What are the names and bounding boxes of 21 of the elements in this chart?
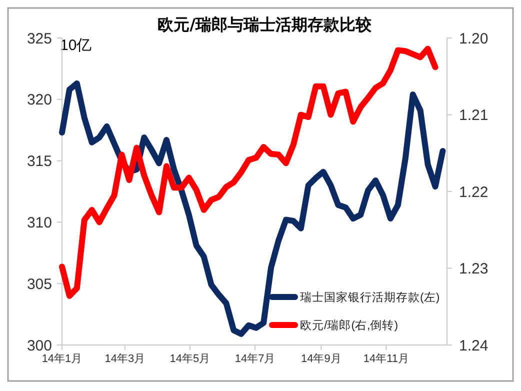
x-tick-label: 14年7月 xyxy=(234,353,276,365)
y-tick-label: 320 xyxy=(26,92,52,109)
y-tick-label: 300 xyxy=(26,337,52,354)
legend-label: 欧元/瑞郎(右,倒转) xyxy=(300,318,398,332)
legend-label: 瑞士国家银行活期存款(左) xyxy=(300,290,440,304)
y-tick-label: 310 xyxy=(26,214,52,232)
x-tick-label: 14年11月 xyxy=(363,353,410,365)
y-axis-title: 10亿 xyxy=(60,37,92,54)
x-tick-label: 14年1月 xyxy=(42,353,82,365)
x-tick-label: 14年5月 xyxy=(170,353,210,365)
y2-tick-label: 1.22 xyxy=(459,184,488,201)
x-tick-label: 14年9月 xyxy=(300,353,342,365)
y2-tick-label: 1.21 xyxy=(459,107,488,124)
y-tick-label: 325 xyxy=(26,30,52,48)
x-tick-label: 14年3月 xyxy=(104,353,146,365)
y2-tick-label: 1.23 xyxy=(459,260,488,278)
chart-title: 欧元/瑞郎与瑞士活期存款比较 xyxy=(158,15,372,34)
y2-tick-label: 1.24 xyxy=(459,337,488,354)
y-tick-label: 315 xyxy=(26,153,52,170)
y2-tick-label: 1.20 xyxy=(459,30,488,48)
y-tick-label: 305 xyxy=(26,276,52,293)
